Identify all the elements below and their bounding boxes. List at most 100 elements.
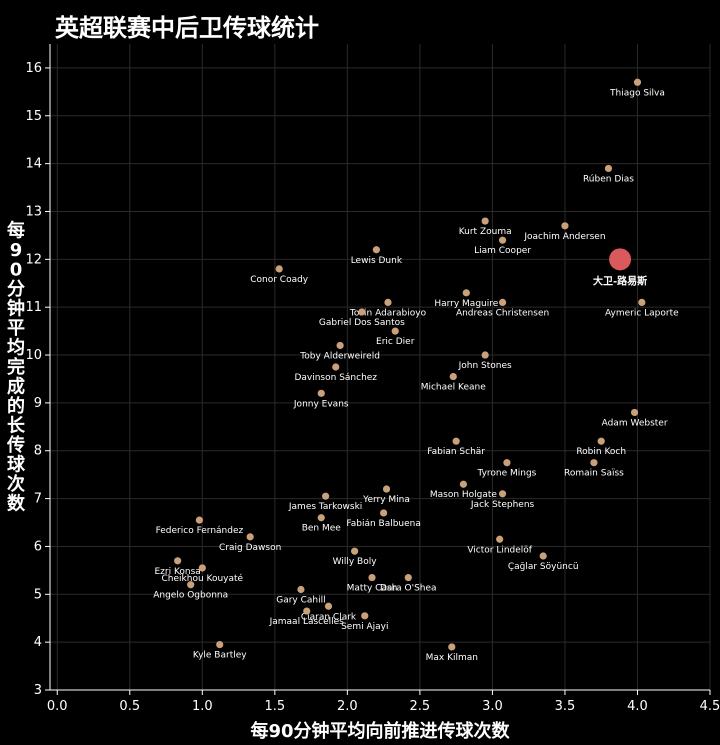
data-point <box>448 643 456 651</box>
data-point <box>324 602 333 610</box>
data-point <box>561 222 569 230</box>
data-point <box>498 236 507 244</box>
data-point-label: Lewis Dunk <box>351 256 403 266</box>
data-point-label: Craig Dawson <box>219 543 281 553</box>
data-point-label: Semi Ajayi <box>341 622 388 632</box>
x-tick-label: 1.0 <box>192 699 213 714</box>
data-point-label: Yerry Mina <box>362 495 410 505</box>
y-tick-label: 4 <box>34 635 42 650</box>
data-point-label: Thiago Silva <box>609 88 665 98</box>
data-point <box>462 289 470 297</box>
data-point-label: Willy Boly <box>333 557 378 567</box>
x-axis-label: 每90分钟平均向前推进传球次数 <box>250 720 510 742</box>
data-points: Thiago Silva Rúben Dias Kurt Zouma Joachim … <box>153 78 679 663</box>
data-point-label: Ben Mee <box>302 524 342 534</box>
y-tick-label: 7 <box>34 492 42 507</box>
y-tick-label: 3 <box>34 683 42 698</box>
data-point <box>539 552 547 560</box>
data-point <box>317 389 325 397</box>
data-point <box>604 164 613 173</box>
data-point-label: Michael Keane <box>421 383 487 393</box>
y-tick-label: 8 <box>34 444 42 459</box>
data-point <box>195 516 204 524</box>
data-point <box>198 564 206 572</box>
data-point <box>322 492 330 500</box>
data-point <box>368 573 376 582</box>
data-point <box>332 363 340 371</box>
data-point <box>404 573 412 582</box>
chart-title: 英超联赛中后卫传球统计 <box>55 14 319 42</box>
data-point <box>384 298 392 306</box>
data-point <box>372 246 380 254</box>
data-point-label: Fabian Schär <box>427 447 485 457</box>
data-point <box>336 341 344 350</box>
data-point <box>597 437 605 445</box>
data-point-label: Jack Stephens <box>470 500 535 510</box>
data-point <box>317 514 325 522</box>
data-point-label: Adam Webster <box>602 418 668 428</box>
x-tick-label: 3.5 <box>555 699 576 714</box>
y-tick-label: 9 <box>34 396 42 411</box>
data-point <box>498 298 507 306</box>
data-point <box>449 372 457 381</box>
data-point-label: Matty Cash <box>347 584 398 594</box>
data-point-label: Jonny Evans <box>293 399 349 409</box>
data-point-label: Robin Koch <box>576 447 626 457</box>
data-point <box>297 585 305 594</box>
data-point-label: John Stones <box>458 361 512 371</box>
data-point <box>187 581 195 589</box>
data-point <box>452 437 460 445</box>
data-point <box>358 308 366 316</box>
data-point-label: Harry Maguire <box>434 299 498 309</box>
data-point-label: Max Kilman <box>426 653 478 663</box>
data-point-label: Toby Alderweireld <box>299 351 380 361</box>
data-point-label: Tosin Adarabioyo <box>349 308 427 318</box>
data-point-label: Rúben Dias <box>583 174 634 184</box>
data-point-label: Kyle Bartley <box>193 651 247 661</box>
data-point-label: Victor Lindelöf <box>467 545 532 555</box>
grid-lines <box>50 44 711 691</box>
y-tick-label: 14 <box>25 157 42 172</box>
x-tick-label: 2.0 <box>337 699 358 714</box>
data-point <box>351 547 359 555</box>
tick-labels: 3 4 5 6 7 8 9 10 11 12 13 14 15 16 0.0 0.5 1.0 1.5 2.0 2.5 3… <box>25 61 720 714</box>
data-point <box>382 485 391 493</box>
data-point-label: Mason Holgate <box>430 490 498 500</box>
x-tick-label: 4.5 <box>700 699 720 714</box>
data-point-label: Joachim Andersen <box>523 232 605 242</box>
data-point-label: Romain Saïss <box>564 469 624 479</box>
data-point-label: Andreas Christensen <box>456 308 549 318</box>
highlight-point <box>609 248 632 271</box>
data-point-label: Gary Cahill <box>276 596 325 606</box>
data-point <box>303 607 311 615</box>
data-point <box>503 459 511 467</box>
data-point <box>498 490 507 498</box>
data-point-label: Dara O'Shea <box>380 584 437 594</box>
data-point <box>459 480 468 488</box>
data-point <box>633 78 642 86</box>
data-point-label: Ezri Konsa <box>154 567 200 577</box>
data-point-label: Davinson Sánchez <box>294 373 377 383</box>
data-point-label: Eric Dier <box>376 337 415 347</box>
x-tick-label: 4.0 <box>627 699 648 714</box>
data-point-label: Jamaal Lascelles <box>269 617 345 627</box>
data-point <box>638 298 646 306</box>
data-point-label: Aymeric Laporte <box>605 308 679 318</box>
y-tick-label: 6 <box>34 539 42 554</box>
y-tick-label: 16 <box>25 61 42 76</box>
data-point-label: Ciaran Clark <box>301 612 357 622</box>
data-point-label: Fabián Balbuena <box>346 519 421 529</box>
y-tick-label: 15 <box>25 109 42 124</box>
data-point-label: Conor Coady <box>250 275 309 285</box>
data-point <box>590 459 598 467</box>
data-point-label: Cheikhou Kouyaté <box>162 573 244 584</box>
y-axis-label: 每 9 0 分钟平均完成的长传球次数 <box>6 220 26 515</box>
x-tick-label: 2.5 <box>410 699 431 714</box>
x-tick-label: 0.5 <box>119 699 140 714</box>
y-tick-label: 11 <box>25 300 42 315</box>
y-tick-label: 5 <box>34 587 42 602</box>
data-point <box>481 351 489 359</box>
data-point-label: Federico Fernández <box>156 526 244 536</box>
data-point <box>496 535 504 543</box>
